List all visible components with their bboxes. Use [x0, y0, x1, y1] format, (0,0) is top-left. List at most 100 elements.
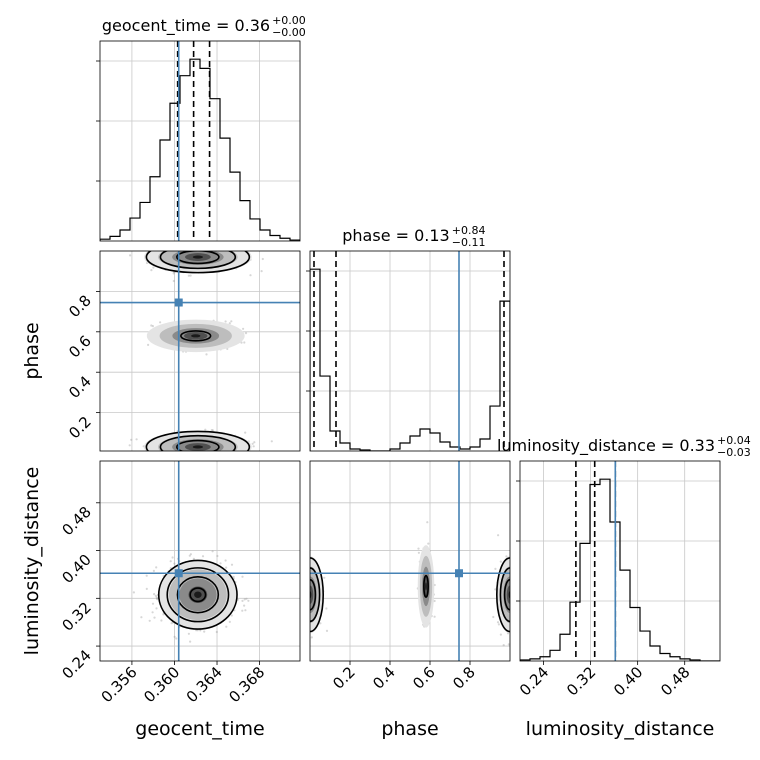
sample-point [189, 553, 192, 556]
sample-point [323, 576, 326, 579]
density-cell [506, 585, 510, 604]
sample-point [247, 599, 250, 602]
scatter-geocent-phase-frame [99, 250, 301, 452]
histogram-bar [190, 59, 200, 241]
histogram-bar [180, 76, 190, 241]
sample-point [175, 637, 178, 640]
histogram-bar [660, 654, 670, 661]
sample-point [310, 636, 313, 639]
sample-point [189, 640, 192, 643]
sample-point [497, 623, 500, 626]
sample-point [225, 625, 228, 628]
sample-point [204, 428, 207, 431]
sample-point [155, 607, 158, 610]
histogram-bar [200, 68, 210, 241]
sample-point [417, 547, 420, 550]
sample-point [245, 597, 248, 600]
sample-point [319, 622, 322, 625]
hist-phase-bars [310, 251, 510, 451]
sample-point [228, 620, 231, 624]
contour-line [180, 330, 212, 342]
sample-point [426, 521, 429, 524]
contour-line [145, 251, 251, 274]
sample-point [169, 560, 172, 563]
sample-point [170, 622, 173, 625]
sample-point [215, 630, 218, 634]
sample-point [151, 325, 154, 328]
x-axis-label: phase [381, 718, 438, 740]
sample-point [187, 274, 190, 277]
sample-point [243, 598, 246, 601]
hist-phase-grid [310, 251, 510, 451]
contour-line [189, 587, 207, 603]
sample-point [499, 560, 502, 563]
sample-point [433, 615, 436, 618]
histogram-bar [150, 177, 160, 241]
contour-line [176, 576, 220, 614]
sample-point [494, 567, 497, 571]
sample-point [205, 353, 208, 356]
sample-point [162, 613, 165, 616]
histogram-bar [110, 236, 120, 241]
sample-point [152, 569, 155, 573]
sample-point [172, 272, 175, 275]
sample-point [151, 602, 155, 605]
histogram-bar [230, 172, 240, 241]
histogram-bar [440, 442, 450, 451]
density-cell [192, 255, 204, 259]
sample-point [173, 635, 176, 638]
contour-line [310, 557, 324, 633]
sample-point [145, 587, 148, 591]
histogram-bar [120, 230, 130, 241]
sample-point [253, 441, 256, 444]
density-cell [310, 585, 314, 604]
density-cell [192, 445, 204, 449]
histogram-bar [240, 201, 250, 241]
contour-line [503, 578, 510, 611]
histogram-bar [500, 301, 510, 451]
y-axis-label: luminosity_distance [21, 467, 43, 656]
scatter-geocent-phase-content [100, 251, 300, 451]
sample-point [192, 557, 195, 560]
contour-line [176, 439, 220, 451]
histogram-bar [160, 140, 170, 241]
sample-point [492, 615, 495, 619]
sample-point [243, 604, 246, 607]
y-axis-label: phase [21, 322, 43, 379]
scatter-geocent-distance-grid [100, 461, 300, 661]
sample-point [135, 438, 138, 441]
sample-point [128, 444, 131, 447]
scatter-geocent-distance-frame [99, 460, 301, 662]
sample-point [499, 633, 502, 636]
histogram-bar [250, 219, 260, 241]
sample-point [219, 562, 222, 565]
histogram-bar [570, 602, 580, 661]
sample-point [153, 616, 156, 619]
sample-point [232, 575, 235, 579]
sample-point [417, 551, 420, 554]
sample-point [230, 563, 234, 566]
sample-point [244, 609, 247, 612]
sample-point [427, 542, 430, 545]
sample-point [242, 327, 245, 330]
sample-point [156, 597, 159, 600]
histogram-bar [620, 570, 630, 661]
histogram-bar [550, 650, 560, 661]
panel-title: phase = 0.13 [342, 226, 449, 245]
sample-point [160, 619, 163, 622]
sample-point [325, 607, 328, 610]
sample-point [151, 611, 154, 614]
histogram-bar [410, 436, 420, 451]
sample-point [433, 599, 436, 603]
hist-phase-frame [309, 250, 511, 452]
density-cell [425, 582, 427, 591]
sample-point [188, 554, 191, 557]
histogram-bar [560, 634, 570, 661]
contour-line [176, 251, 220, 265]
panel-title: luminosity_distance = 0.33 [497, 436, 715, 456]
sample-point [155, 596, 158, 599]
sample-point [140, 616, 143, 619]
sample-point [230, 320, 233, 323]
histogram-bar [650, 646, 660, 661]
